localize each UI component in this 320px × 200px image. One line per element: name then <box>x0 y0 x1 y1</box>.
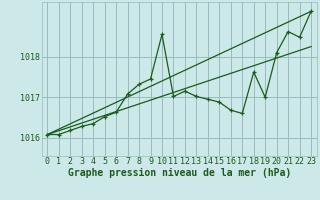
X-axis label: Graphe pression niveau de la mer (hPa): Graphe pression niveau de la mer (hPa) <box>68 168 291 178</box>
